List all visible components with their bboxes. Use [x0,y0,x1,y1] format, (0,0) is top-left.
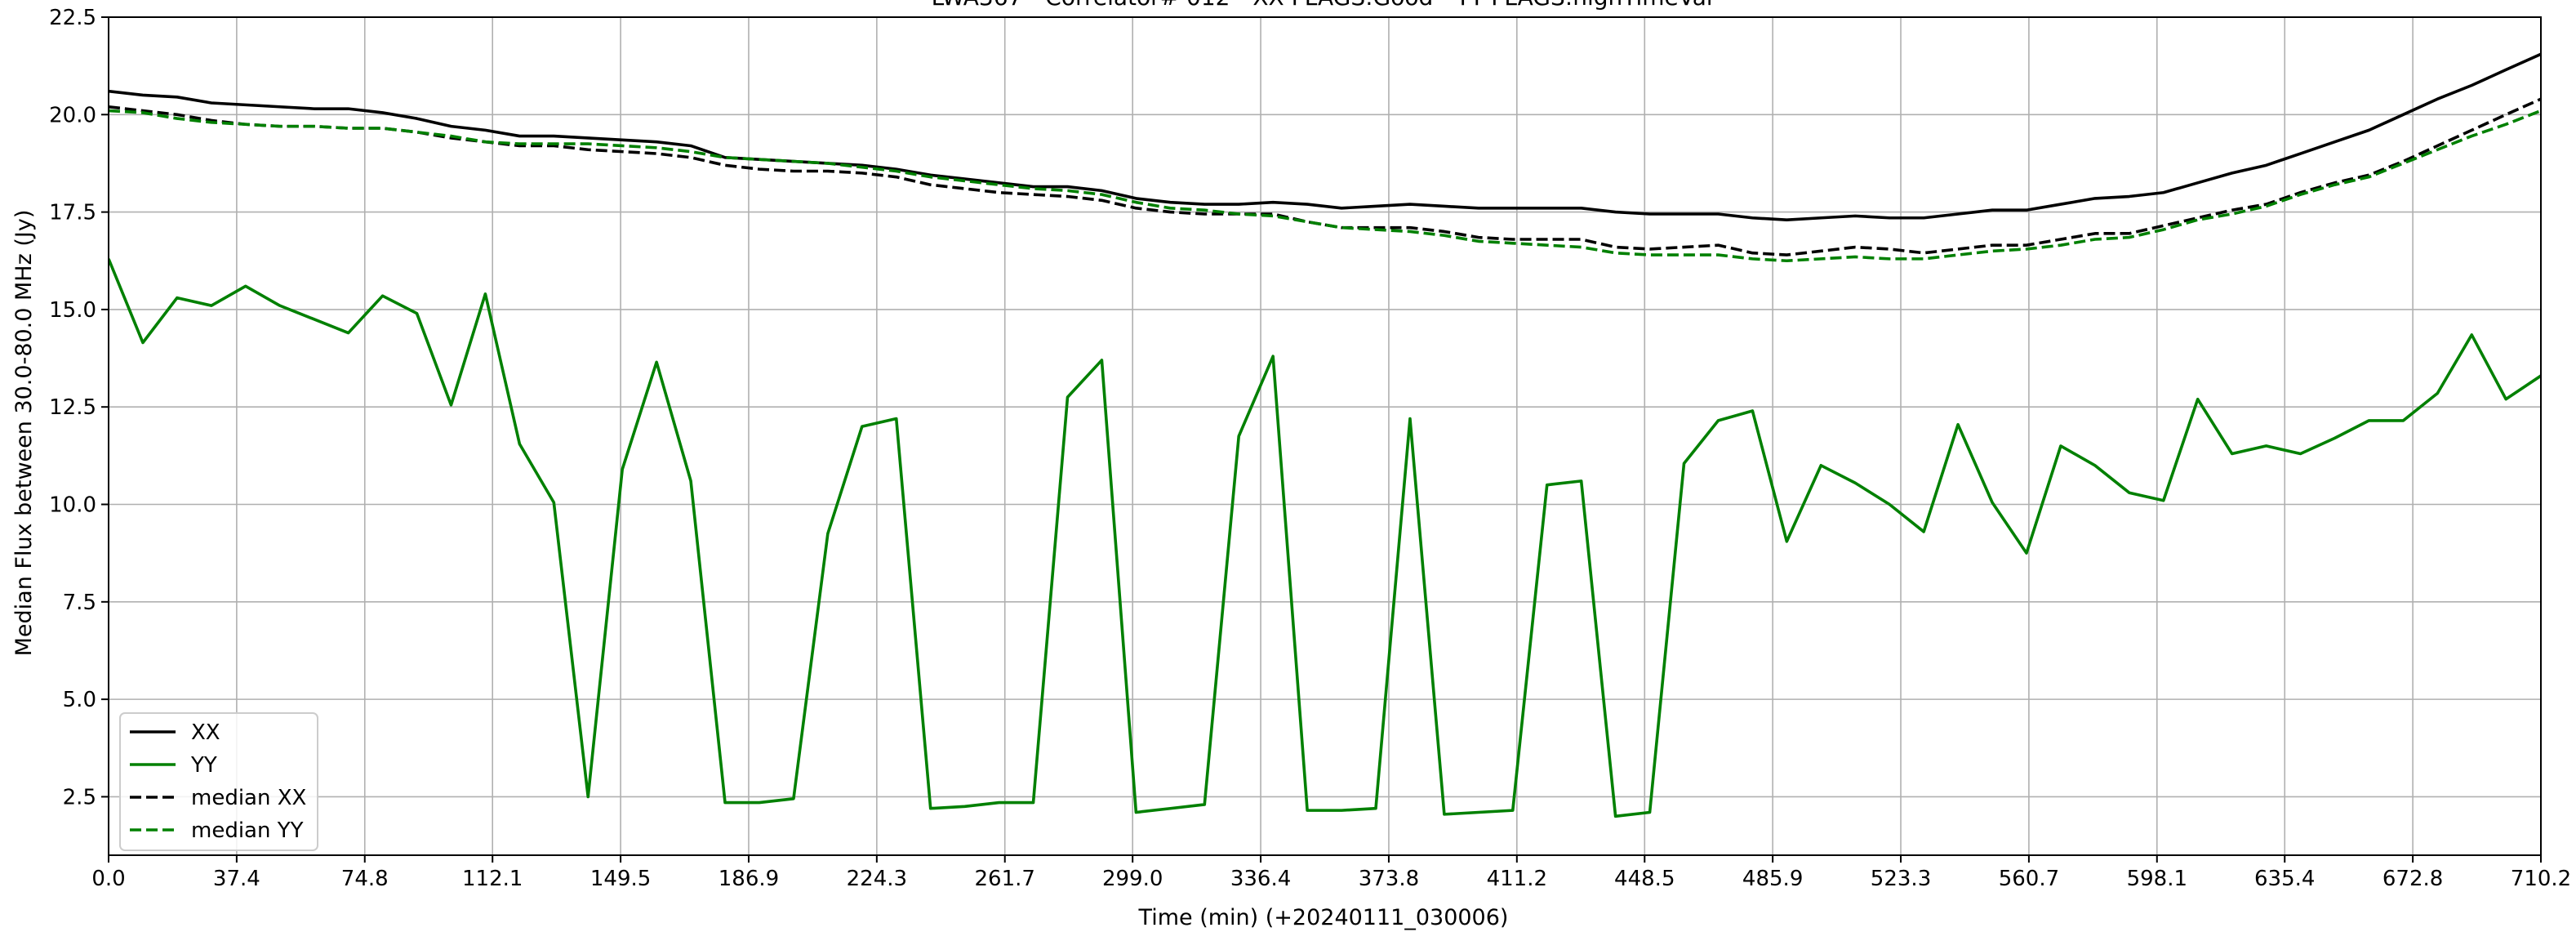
x-tick-label: 635.4 [2254,867,2315,891]
x-tick-label: 224.3 [847,867,907,891]
x-tick-label: 37.4 [213,867,260,891]
x-tick-label: 598.1 [2127,867,2187,891]
x-tick-label: 672.8 [2382,867,2443,891]
x-tick-label: 336.4 [1230,867,1291,891]
series-lines [109,52,2541,818]
legend-label-yy: YY [190,753,217,778]
x-tick-label: 448.5 [1614,867,1675,891]
x-tick-label: 261.7 [975,867,1035,891]
y-tick-label: 2.5 [63,785,96,809]
x-axis-label: Time (min) (+20240111_030006) [1138,905,1509,930]
x-tick-label: 523.3 [1871,867,1931,891]
x-tick-label: 485.9 [1742,867,1803,891]
x-axis-ticks: 0.0 37.4 74.8 112.1 149.5 186.9 224.3 261.7 299.… [91,855,2571,891]
x-tick-label: 112.1 [462,867,523,891]
y-tick-label: 10.0 [49,493,96,518]
chart-title: LWA367 - Correlator# 012 - XX FLAGS:Good… [932,0,1716,11]
series-line-yy [109,258,2541,818]
plot-area-frame [108,16,2542,856]
y-axis-ticks: 2.5 5.0 7.5 10.0 12.5 15.0 17.5 20.0 22.5 [49,6,109,809]
x-tick-label: 149.5 [590,867,651,891]
x-tick-label: 74.8 [341,867,389,891]
y-tick-label: 17.5 [49,201,96,225]
legend-label-xx: XX [191,720,220,745]
x-tick-label: 186.9 [719,867,779,891]
legend-label-median-xx: median XX [191,786,306,810]
y-tick-label: 12.5 [49,395,96,420]
legend-box [119,712,318,851]
x-tick-label: 299.0 [1102,867,1163,891]
y-tick-label: 5.0 [63,688,96,712]
y-tick-label: 20.0 [49,103,96,127]
x-tick-label: 411.2 [1487,867,1547,891]
y-tick-label: 7.5 [63,591,96,615]
x-tick-label: 0.0 [91,867,125,891]
y-axis-label: Median Flux between 30.0-80.0 MHz (Jy) [11,210,37,657]
x-tick-label: 373.8 [1359,867,1419,891]
legend: XX YY median XX median YY [119,712,318,851]
y-tick-label: 15.0 [49,298,96,323]
y-tick-label: 22.5 [49,6,96,30]
series-line-xx [109,52,2541,221]
legend-label-median-yy: median YY [191,818,304,843]
x-tick-label: 560.7 [1999,867,2059,891]
x-tick-label: 710.2 [2511,867,2571,891]
